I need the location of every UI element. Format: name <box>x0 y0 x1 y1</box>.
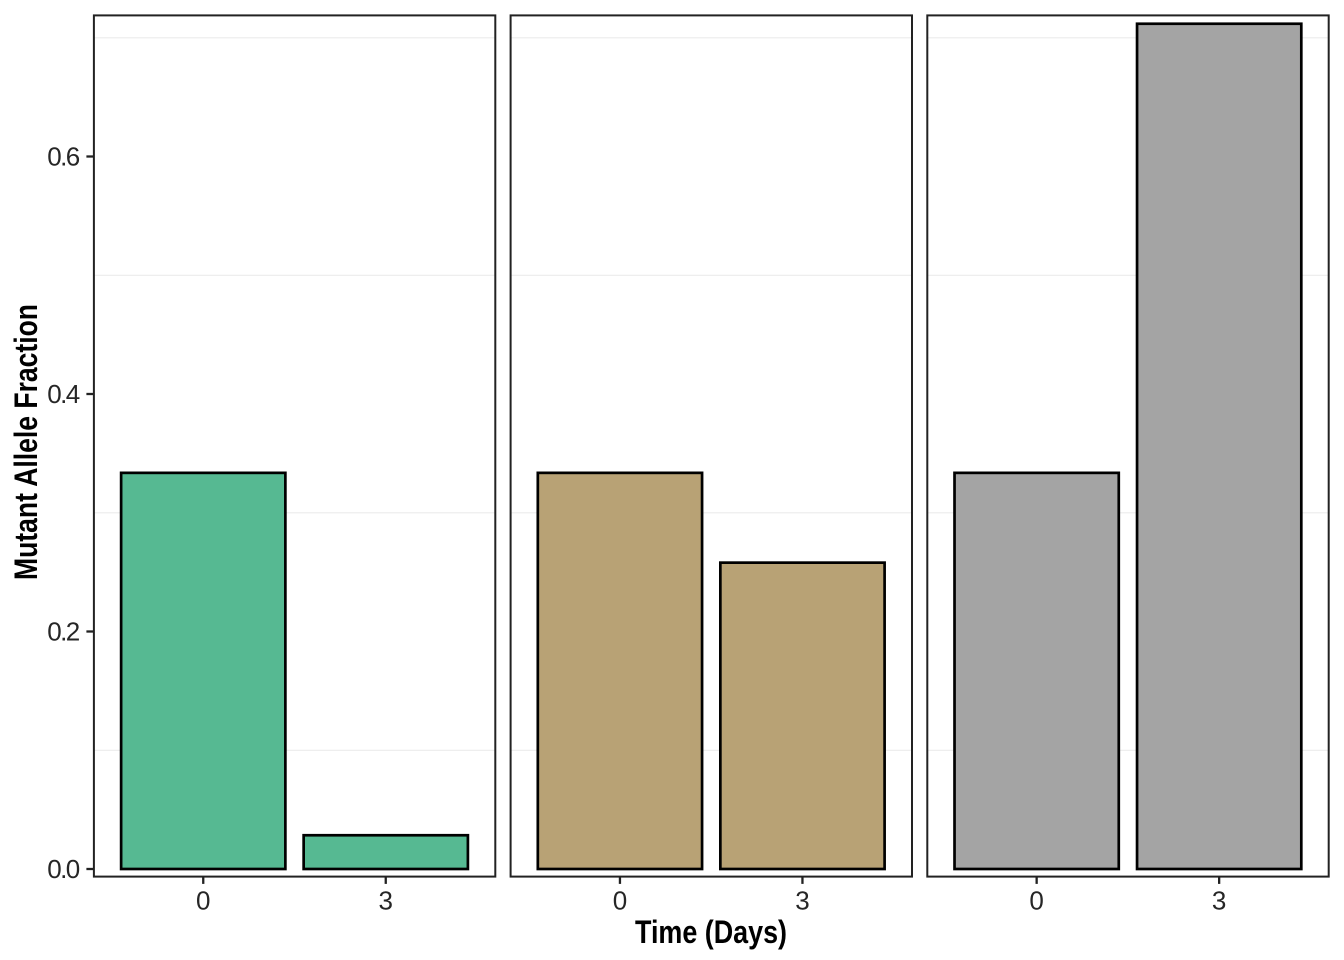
svg-text:0.6: 0.6 <box>47 142 80 172</box>
svg-text:3: 3 <box>379 886 393 916</box>
svg-text:3: 3 <box>1212 886 1226 916</box>
svg-text:0: 0 <box>613 886 627 916</box>
svg-text:0.4: 0.4 <box>47 379 80 409</box>
svg-text:0: 0 <box>1029 886 1043 916</box>
svg-text:Time (Days): Time (Days) <box>635 914 787 950</box>
svg-text:0.2: 0.2 <box>47 617 80 647</box>
svg-text:0.0: 0.0 <box>47 854 80 884</box>
svg-text:0: 0 <box>196 886 210 916</box>
svg-text:3: 3 <box>795 886 809 916</box>
svg-text:Mutant Allele Fraction: Mutant Allele Fraction <box>8 304 44 580</box>
